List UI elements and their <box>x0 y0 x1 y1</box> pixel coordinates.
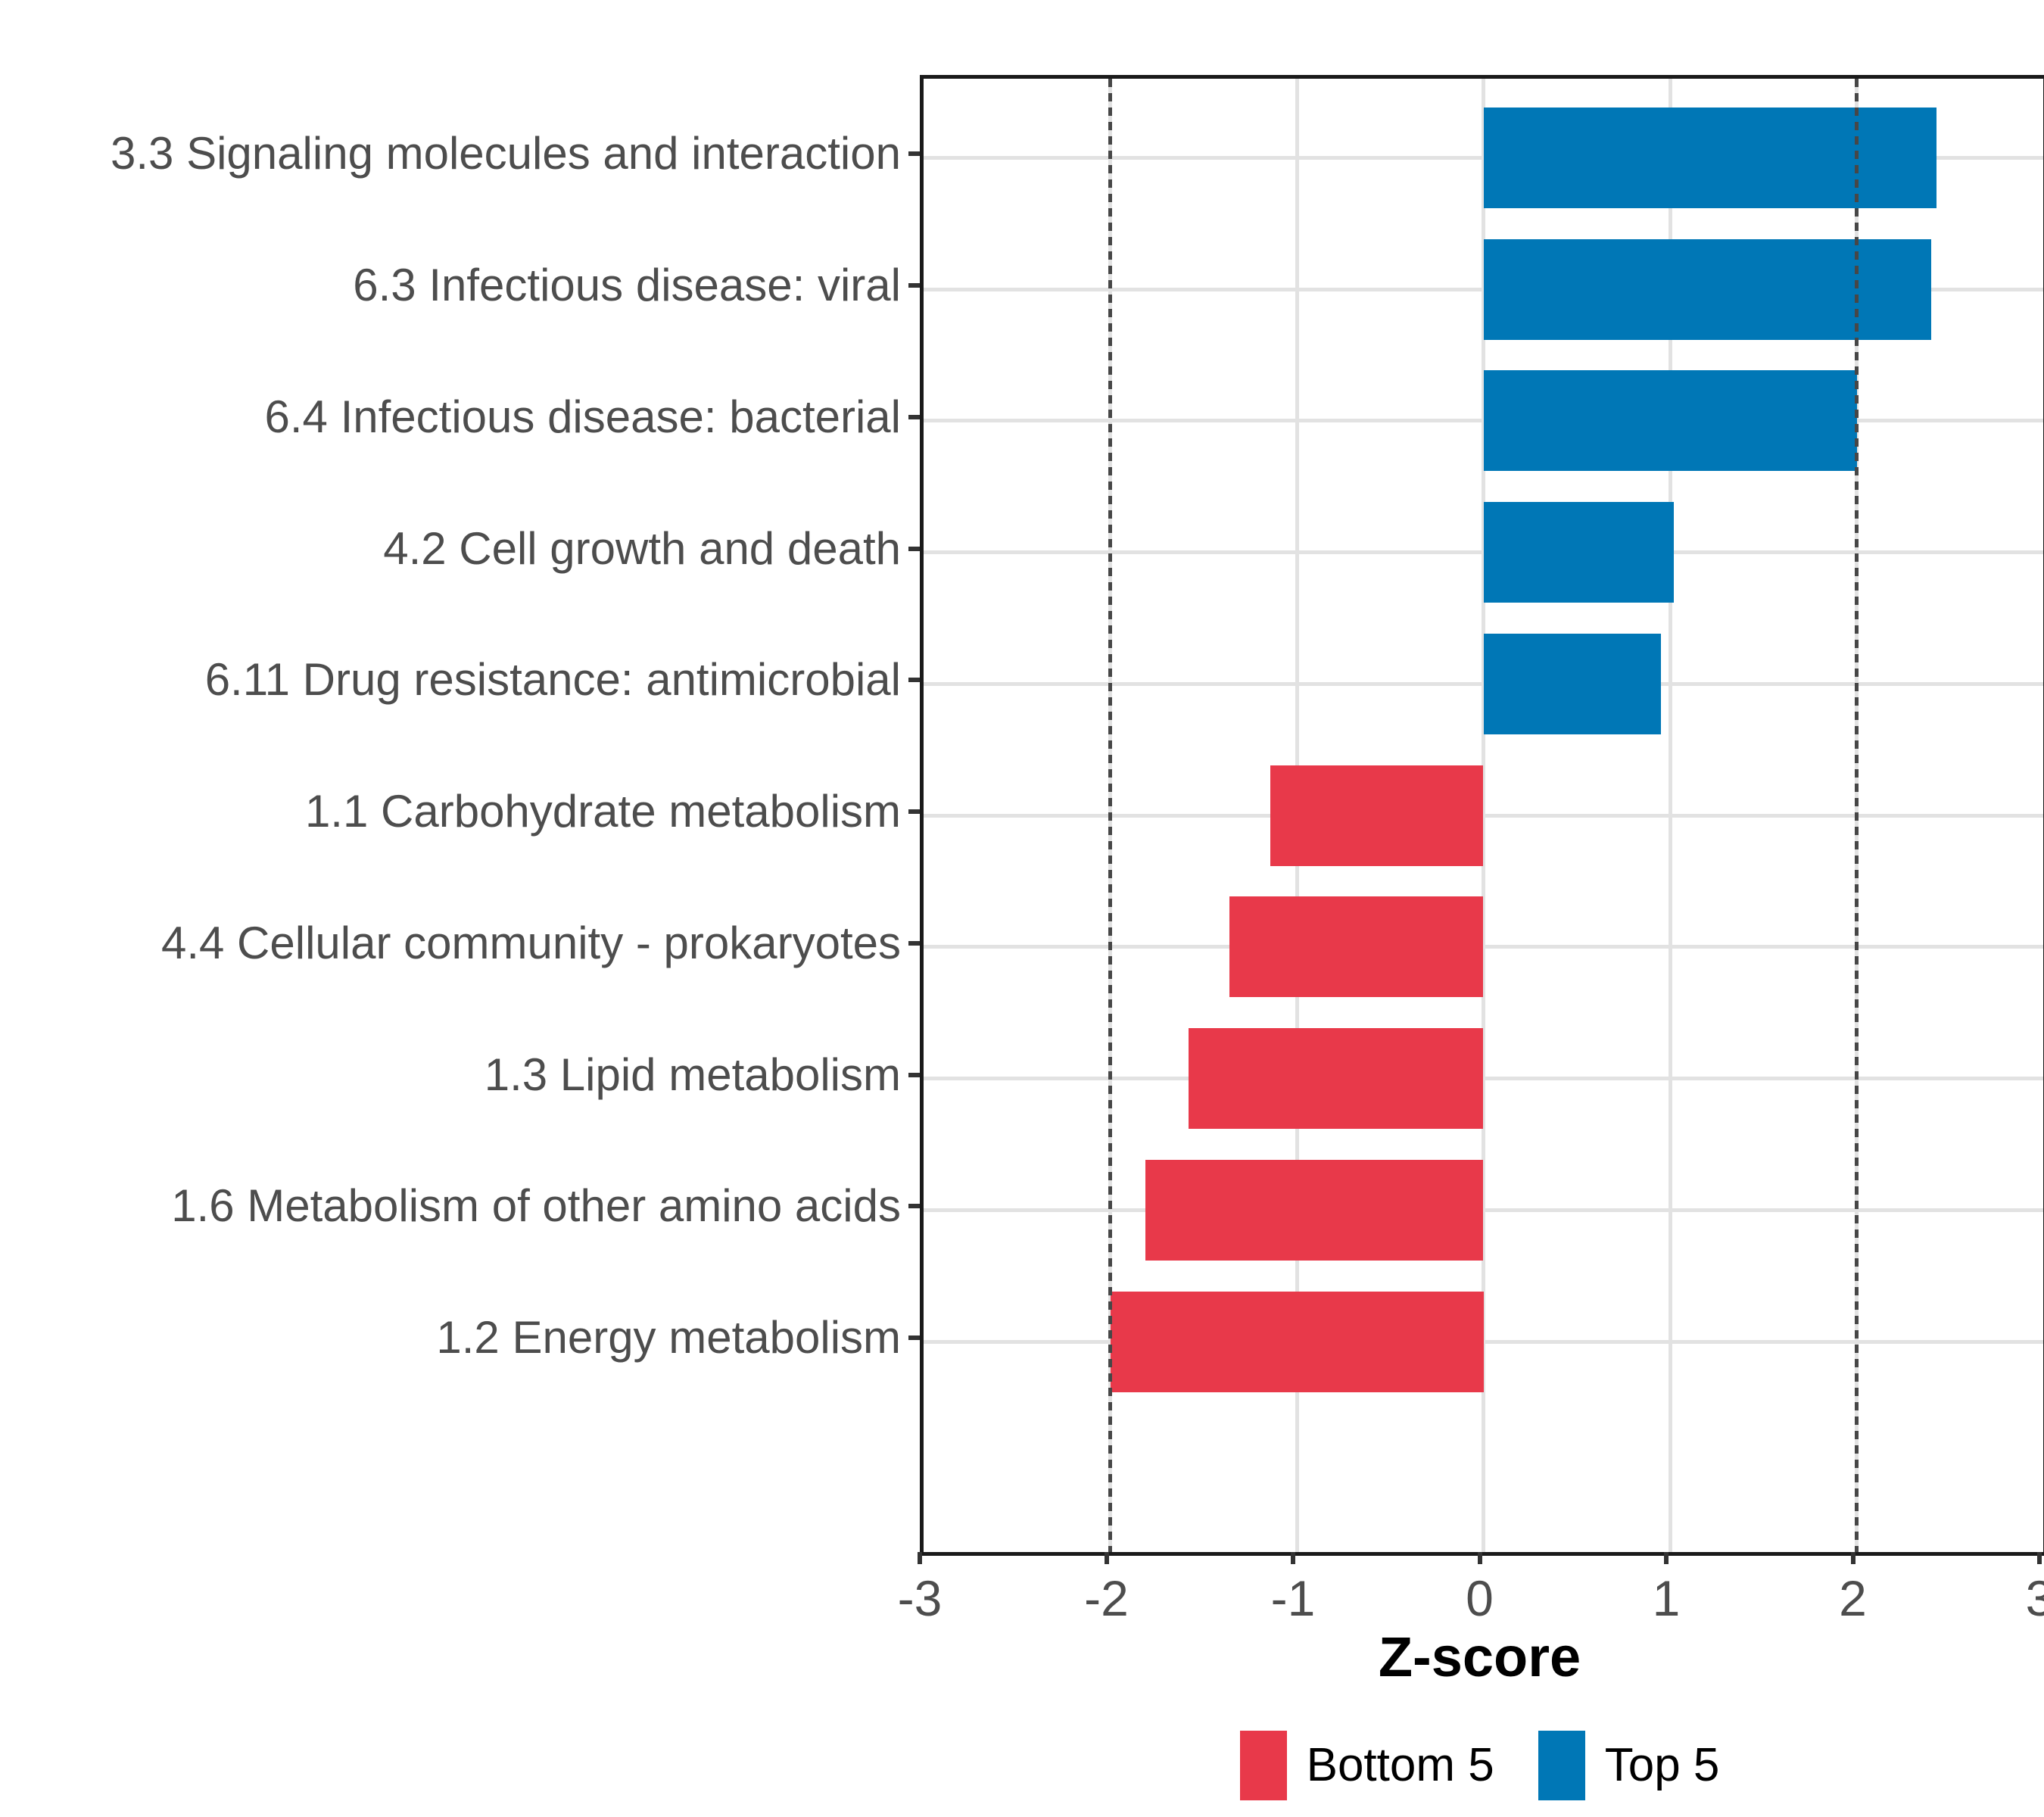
y-tick <box>908 414 920 419</box>
y-axis-label: 1.6 Metabolism of other amino acids <box>171 1180 901 1232</box>
y-axis-label: 6.11 Drug resistance: antimicrobial <box>204 654 901 706</box>
bar <box>1483 633 1661 734</box>
gridline-horizontal <box>924 1077 2043 1080</box>
legend-label: Top 5 <box>1604 1739 1720 1791</box>
legend-item: Top 5 <box>1538 1731 1720 1800</box>
y-tick <box>908 1335 920 1340</box>
y-tick <box>908 1072 920 1077</box>
bar <box>1145 1159 1484 1261</box>
y-axis-label: 4.2 Cell growth and death <box>383 522 901 574</box>
legend: Bottom 5 Top 5 <box>920 1728 2039 1803</box>
gridline-horizontal <box>924 813 2043 818</box>
bar <box>1110 1291 1484 1392</box>
plot-panel <box>920 75 2044 1556</box>
x-tick-label: -1 <box>1270 1570 1316 1626</box>
y-axis-label: 1.3 Lipid metabolism <box>484 1049 901 1100</box>
x-axis-title: Z-score <box>1378 1625 1581 1688</box>
y-tick <box>908 809 920 814</box>
y-axis-label: 4.4 Cellular community - prokaryotes <box>160 917 901 968</box>
y-tick <box>908 151 920 157</box>
x-tick <box>1104 1552 1109 1564</box>
gridline-horizontal <box>924 1339 2043 1344</box>
x-tick-label: -3 <box>897 1570 943 1626</box>
x-tick <box>1850 1552 1855 1564</box>
bar <box>1229 896 1484 998</box>
x-tick <box>1477 1552 1482 1564</box>
legend-label: Bottom 5 <box>1306 1739 1494 1791</box>
reference-line <box>1855 79 1859 1552</box>
bar <box>1483 370 1857 472</box>
x-tick <box>1664 1552 1669 1564</box>
y-axis-label: 1.2 Energy metabolism <box>436 1312 901 1363</box>
x-tick <box>918 1552 922 1564</box>
x-tick-label: 3 <box>2025 1570 2044 1626</box>
reference-line <box>1108 79 1112 1552</box>
y-tick <box>908 546 920 551</box>
gridline-horizontal <box>924 945 2043 949</box>
y-tick <box>908 940 920 946</box>
y-tick <box>908 1204 920 1209</box>
x-tick-label: -2 <box>1084 1570 1129 1626</box>
legend-item: Bottom 5 <box>1239 1731 1494 1800</box>
y-tick <box>908 678 920 683</box>
y-tick <box>908 283 920 288</box>
y-axis-label: 1.1 Carbohydrate metabolism <box>304 786 901 837</box>
bar <box>1483 107 1937 208</box>
y-axis-label: 6.4 Infectious disease: bacterial <box>264 391 902 442</box>
x-tick-label: 2 <box>1839 1570 1867 1626</box>
gridline-horizontal <box>924 1208 2043 1212</box>
bar <box>1483 238 1932 340</box>
bar <box>1270 765 1484 866</box>
legend-swatch <box>1239 1731 1287 1800</box>
bar <box>1189 1028 1484 1129</box>
bar <box>1483 502 1674 603</box>
y-axis-label: 3.3 Signaling molecules and interaction <box>111 128 901 179</box>
x-tick <box>2037 1552 2042 1564</box>
y-axis-label: 6.3 Infectious disease: viral <box>353 260 901 310</box>
x-tick-label: 1 <box>1652 1570 1681 1626</box>
x-tick-label: 0 <box>1466 1570 1494 1626</box>
legend-swatch <box>1538 1731 1585 1800</box>
x-tick <box>1291 1552 1295 1564</box>
